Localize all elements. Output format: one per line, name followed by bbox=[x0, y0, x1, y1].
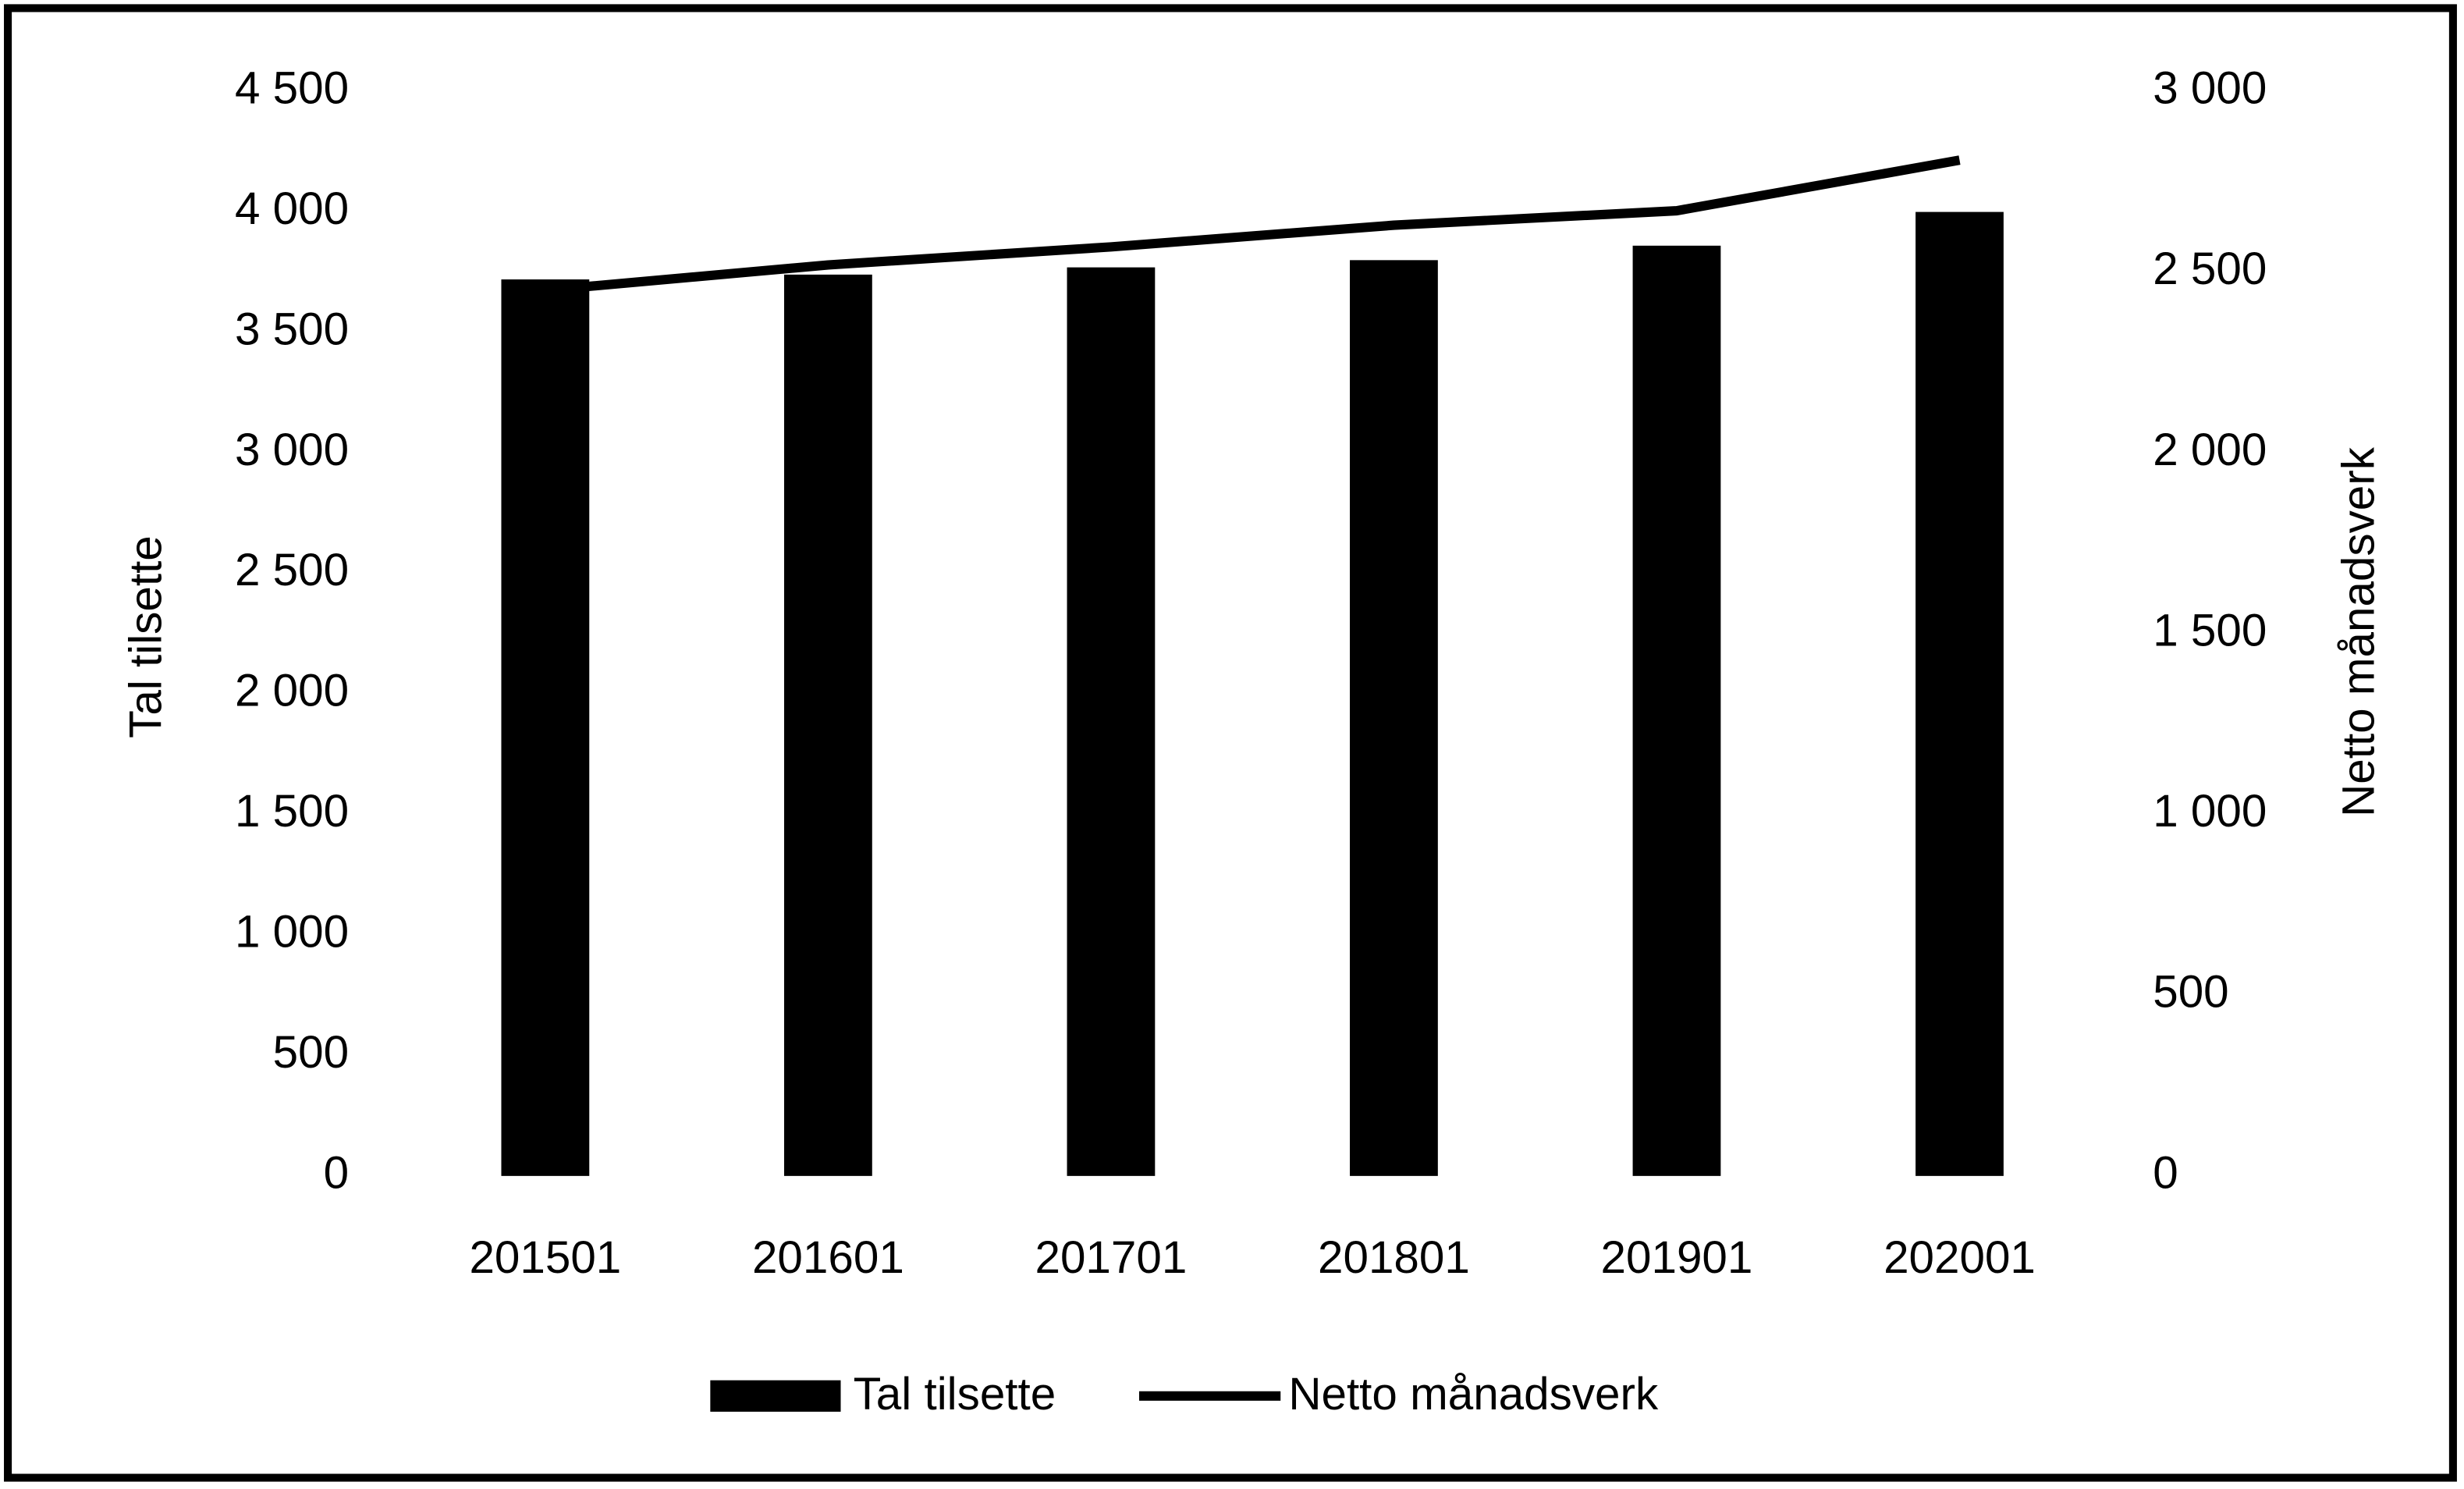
y-tick-label: 3 500 bbox=[235, 304, 349, 354]
y2-tick-label: 0 bbox=[2153, 1147, 2178, 1198]
y2-tick-label: 500 bbox=[2153, 967, 2228, 1018]
bar bbox=[1067, 267, 1156, 1176]
y2-tick-label: 2 500 bbox=[2153, 243, 2267, 294]
y2-tick-label: 1 500 bbox=[2153, 605, 2267, 656]
y-tick-label: 2 500 bbox=[235, 545, 349, 595]
x-tick-label: 201701 bbox=[1035, 1232, 1187, 1283]
bar bbox=[501, 279, 590, 1176]
x-tick-label: 201801 bbox=[1318, 1232, 1470, 1283]
y-tick-label: 3 000 bbox=[235, 425, 349, 475]
y-tick-label: 1 000 bbox=[235, 906, 349, 957]
y-tick-label: 4 500 bbox=[235, 63, 349, 114]
y2-tick-label: 1 000 bbox=[2153, 786, 2267, 837]
y-tick-label: 1 500 bbox=[235, 786, 349, 837]
y2-tick-label: 3 000 bbox=[2153, 63, 2267, 114]
line bbox=[545, 155, 1961, 295]
legend-label: Netto månadsverk bbox=[1288, 1369, 1659, 1420]
y-tick-label: 2 000 bbox=[235, 666, 349, 716]
bar bbox=[784, 274, 872, 1176]
y2-tick-label: 2 000 bbox=[2153, 425, 2267, 475]
x-tick-label: 201501 bbox=[469, 1232, 621, 1283]
chart-frame bbox=[4, 4, 2457, 1482]
legend-swatch bbox=[710, 1380, 841, 1412]
y-tick-label: 0 bbox=[324, 1147, 349, 1198]
y-tick-label: 4 000 bbox=[235, 183, 349, 234]
x-tick-label: 202001 bbox=[1884, 1232, 2036, 1283]
y-tick-label: 500 bbox=[273, 1027, 349, 1078]
legend-label: Tal tilsette bbox=[854, 1369, 1056, 1420]
bar bbox=[1632, 245, 1721, 1176]
bar bbox=[1350, 260, 1438, 1176]
y2-axis-title: Netto månadsverk bbox=[2334, 446, 2384, 817]
bar bbox=[1915, 211, 2004, 1176]
y-axis-title: Tal tilsette bbox=[121, 535, 172, 738]
x-tick-label: 201601 bbox=[752, 1232, 904, 1283]
x-tick-label: 201901 bbox=[1601, 1232, 1753, 1283]
